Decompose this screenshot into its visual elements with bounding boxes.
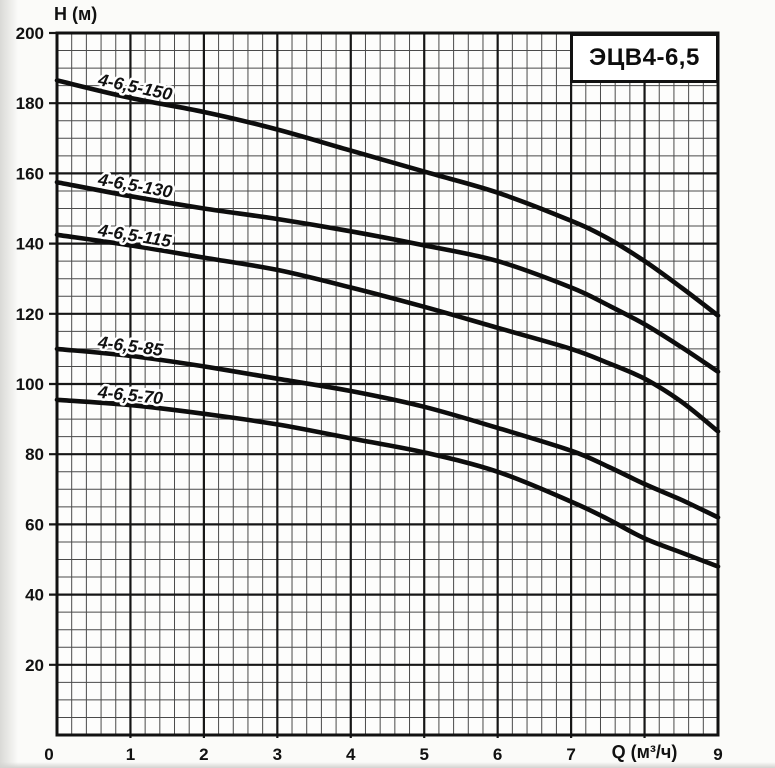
- curve-4-6,5-150: [54, 78, 721, 318]
- x-tick-label: 7: [566, 745, 575, 764]
- y-tick-label: 100: [16, 375, 44, 394]
- x-axis-title: Q (м³/ч): [611, 742, 678, 762]
- curves: [54, 78, 721, 569]
- curve-4-6,5-70: [54, 397, 721, 569]
- x-tick-label: 0: [44, 745, 53, 764]
- y-tick-label: 160: [16, 164, 44, 183]
- y-tick-label: 180: [16, 94, 44, 113]
- y-tick-labels: 20 40 60 80 100 120 140 160 180 200: [16, 24, 44, 675]
- y-tick-label: 20: [25, 656, 44, 675]
- curve-4-6,5-85: [54, 346, 721, 520]
- y-tick-label: 40: [25, 586, 44, 605]
- x-tick-label: 6: [493, 745, 502, 764]
- x-tick-label: 1: [126, 745, 135, 764]
- chart-title-box: ЭЦВ4-6,5: [570, 33, 719, 83]
- x-tick-label: 3: [273, 745, 282, 764]
- y-tick-label: 60: [25, 515, 44, 534]
- x-tick-labels: 0 1 2 3 4 5 6 7 9: [44, 745, 722, 764]
- x-tick-label: 4: [346, 745, 356, 764]
- plot-border: [55, 31, 720, 737]
- y-axis-title: Н (м): [54, 4, 98, 24]
- y-tick-label: 80: [25, 445, 44, 464]
- curve-4-6,5-130: [54, 179, 721, 374]
- curve-4-6,5-115: [54, 232, 721, 434]
- y-tick-label: 140: [16, 235, 44, 254]
- x-tick-label: 5: [419, 745, 428, 764]
- major-grid: [49, 31, 718, 738]
- y-tick-label: 200: [16, 24, 44, 43]
- x-tick-label: 9: [713, 745, 722, 764]
- x-tick-label: 2: [199, 745, 208, 764]
- chart-title: ЭЦВ4-6,5: [589, 44, 700, 71]
- y-tick-label: 120: [16, 305, 44, 324]
